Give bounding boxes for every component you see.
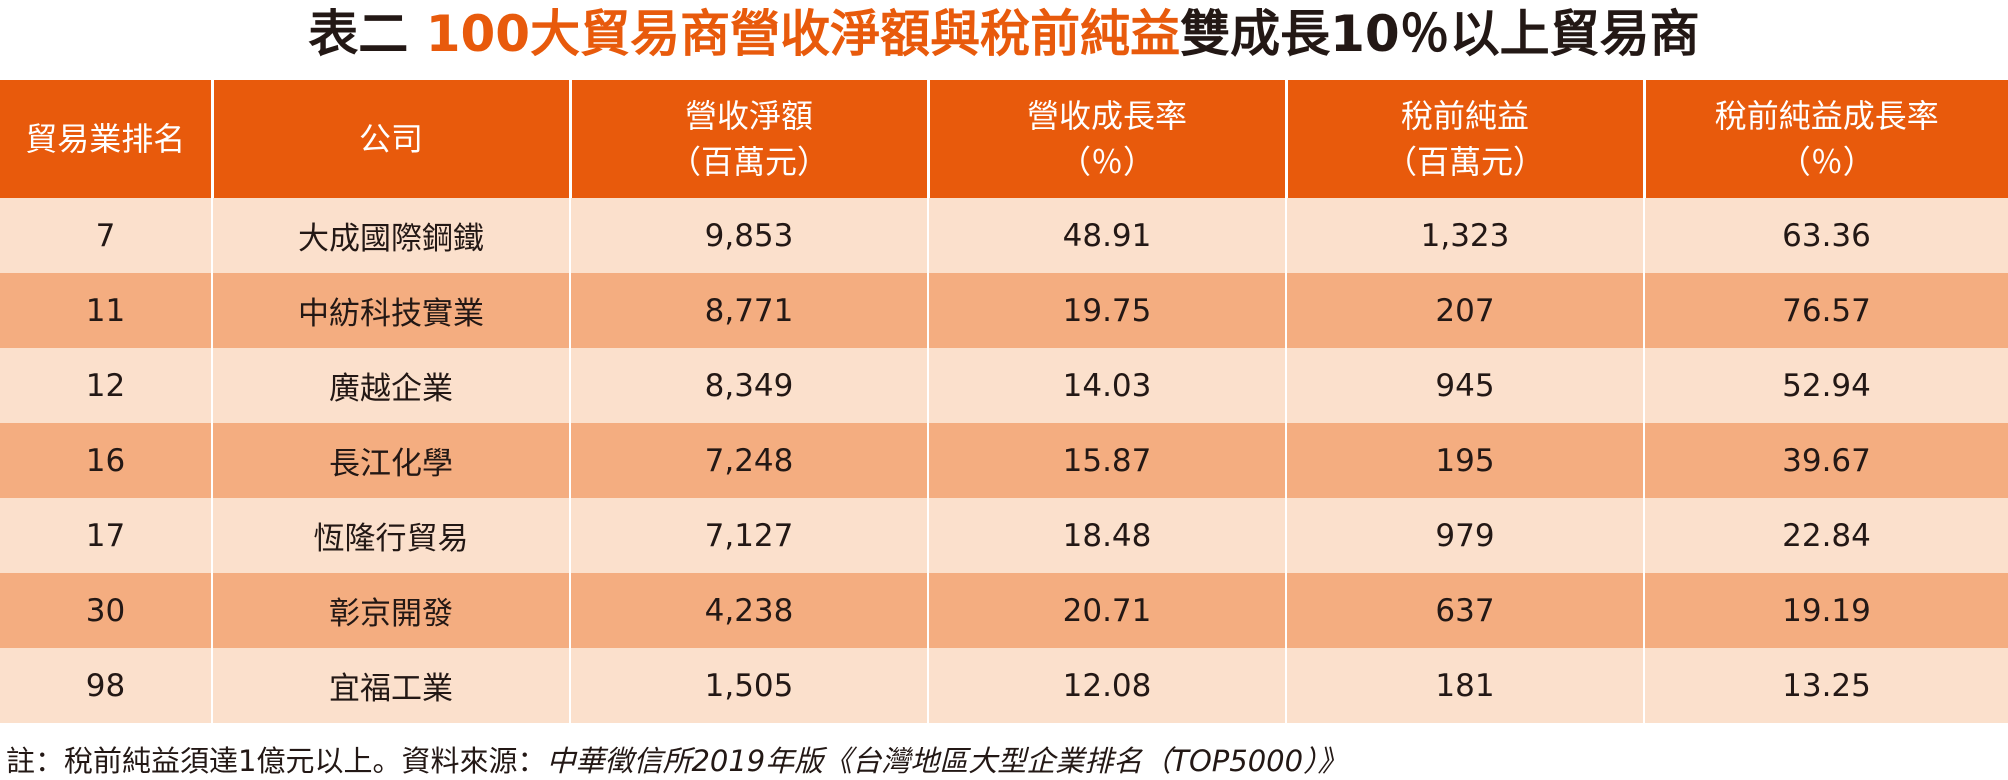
cell-pretax-growth: 22.84 bbox=[1643, 498, 2008, 573]
cell-pretax-profit: 945 bbox=[1285, 348, 1645, 423]
cell-pretax-growth: 76.57 bbox=[1643, 273, 2008, 348]
cell-company: 長江化學 bbox=[211, 423, 571, 498]
cell-revenue: 4,238 bbox=[569, 573, 929, 648]
cell-pretax-profit: 195 bbox=[1285, 423, 1645, 498]
cell-revenue: 7,127 bbox=[569, 498, 929, 573]
header-revenue-label: 營收淨額 bbox=[684, 97, 813, 135]
title-prefix: 表二 bbox=[308, 5, 426, 63]
header-rank: 貿易業排名 bbox=[0, 80, 214, 198]
cell-pretax-profit: 207 bbox=[1285, 273, 1645, 348]
cell-revenue: 7,248 bbox=[569, 423, 929, 498]
cell-rank: 11 bbox=[0, 273, 213, 348]
cell-revenue-growth: 19.75 bbox=[927, 273, 1287, 348]
cell-pretax-growth: 13.25 bbox=[1643, 648, 2008, 723]
cell-company: 宜福工業 bbox=[211, 648, 571, 723]
cell-pretax-profit: 637 bbox=[1285, 573, 1645, 648]
title-accent: 100大貿易商營收淨額與稅前純益 bbox=[425, 5, 1181, 63]
cell-revenue: 8,771 bbox=[569, 273, 929, 348]
header-rank-label: 貿易業排名 bbox=[25, 120, 186, 158]
header-pretax-profit-unit: （百萬元） bbox=[1384, 143, 1545, 181]
cell-revenue-growth: 12.08 bbox=[927, 648, 1287, 723]
cell-revenue: 8,349 bbox=[569, 348, 929, 423]
header-pretax-profit-label: 稅前純益 bbox=[1400, 97, 1529, 135]
header-pretax-growth-unit: （％） bbox=[1778, 143, 1875, 181]
table-row: 7 大成國際鋼鐵 9,853 48.91 1,323 63.36 bbox=[0, 198, 2008, 273]
cell-revenue-growth: 48.91 bbox=[927, 198, 1287, 273]
table-row: 12 廣越企業 8,349 14.03 945 52.94 bbox=[0, 348, 2008, 423]
header-revenue-growth-unit: （％） bbox=[1058, 143, 1155, 181]
header-revenue-unit: （百萬元） bbox=[668, 143, 829, 181]
cell-revenue: 1,505 bbox=[569, 648, 929, 723]
table-title: 表二 100大貿易商營收淨額與稅前純益雙成長10％以上貿易商 bbox=[0, 0, 2008, 72]
title-suffix: 雙成長10％以上貿易商 bbox=[1180, 5, 1700, 63]
cell-pretax-growth: 39.67 bbox=[1643, 423, 2008, 498]
cell-rank: 7 bbox=[0, 198, 213, 273]
cell-pretax-profit: 1,323 bbox=[1285, 198, 1645, 273]
table-row: 17 恆隆行貿易 7,127 18.48 979 22.84 bbox=[0, 498, 2008, 573]
header-revenue-growth-label: 營收成長率 bbox=[1026, 97, 1187, 135]
table-header: 貿易業排名 公司 營收淨額 （百萬元） 營收成長率 （％） 稅前純益 （百萬元） bbox=[0, 80, 2008, 198]
footnote: 註：稅前純益須達1億元以上。資料來源：中華徵信所2019年版《台灣地區大型企業排… bbox=[6, 742, 1347, 780]
cell-pretax-growth: 19.19 bbox=[1643, 573, 2008, 648]
cell-rank: 17 bbox=[0, 498, 213, 573]
table-body: 7 大成國際鋼鐵 9,853 48.91 1,323 63.36 11 中紡科技… bbox=[0, 198, 2008, 723]
header-pretax-profit: 稅前純益 （百萬元） bbox=[1284, 80, 1646, 198]
cell-company: 恆隆行貿易 bbox=[211, 498, 571, 573]
footnote-note: 註：稅前純益須達1億元以上。資料來源： bbox=[6, 744, 547, 778]
cell-pretax-profit: 979 bbox=[1285, 498, 1645, 573]
table-row: 30 彰京開發 4,238 20.71 637 19.19 bbox=[0, 573, 2008, 648]
header-company-label: 公司 bbox=[358, 120, 423, 158]
header-company: 公司 bbox=[210, 80, 572, 198]
table-row: 16 長江化學 7,248 15.87 195 39.67 bbox=[0, 423, 2008, 498]
header-revenue-growth: 營收成長率 （％） bbox=[926, 80, 1288, 198]
cell-rank: 12 bbox=[0, 348, 213, 423]
header-pretax-growth-label: 稅前純益成長率 bbox=[1714, 97, 1939, 135]
cell-company: 大成國際鋼鐵 bbox=[211, 198, 571, 273]
cell-revenue: 9,853 bbox=[569, 198, 929, 273]
header-row: 貿易業排名 公司 營收淨額 （百萬元） 營收成長率 （％） 稅前純益 （百萬元） bbox=[0, 80, 2008, 198]
header-pretax-growth: 稅前純益成長率 （％） bbox=[1642, 80, 2008, 198]
header-revenue: 營收淨額 （百萬元） bbox=[568, 80, 930, 198]
cell-rank: 30 bbox=[0, 573, 213, 648]
cell-revenue-growth: 15.87 bbox=[927, 423, 1287, 498]
cell-revenue-growth: 14.03 bbox=[927, 348, 1287, 423]
table-row: 11 中紡科技實業 8,771 19.75 207 76.57 bbox=[0, 273, 2008, 348]
cell-revenue-growth: 20.71 bbox=[927, 573, 1287, 648]
cell-company: 廣越企業 bbox=[211, 348, 571, 423]
cell-revenue-growth: 18.48 bbox=[927, 498, 1287, 573]
cell-company: 中紡科技實業 bbox=[211, 273, 571, 348]
cell-pretax-growth: 52.94 bbox=[1643, 348, 2008, 423]
footnote-source: 中華徵信所2019年版《台灣地區大型企業排名（TOP5000）》 bbox=[546, 744, 1347, 778]
data-table: 貿易業排名 公司 營收淨額 （百萬元） 營收成長率 （％） 稅前純益 （百萬元） bbox=[0, 80, 2008, 723]
cell-pretax-growth: 63.36 bbox=[1643, 198, 2008, 273]
table-row: 98 宜福工業 1,505 12.08 181 13.25 bbox=[0, 648, 2008, 723]
cell-pretax-profit: 181 bbox=[1285, 648, 1645, 723]
cell-company: 彰京開發 bbox=[211, 573, 571, 648]
cell-rank: 16 bbox=[0, 423, 213, 498]
cell-rank: 98 bbox=[0, 648, 213, 723]
